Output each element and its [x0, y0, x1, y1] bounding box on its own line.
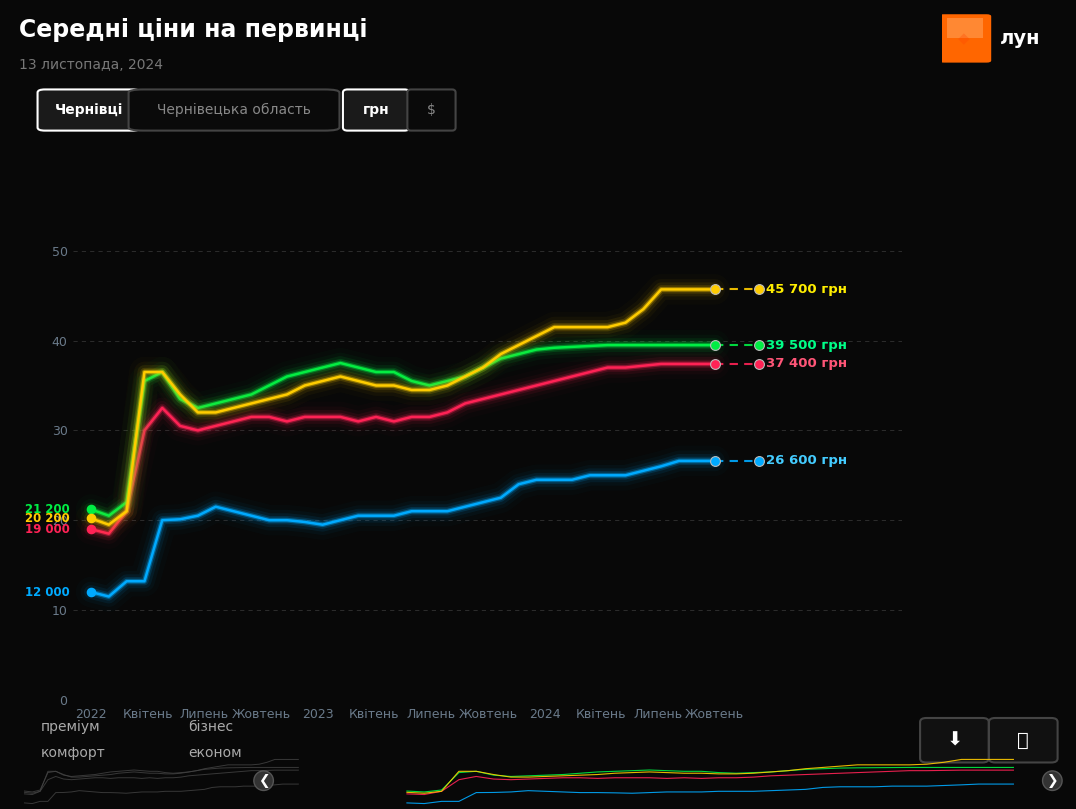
Text: 37 400 грн: 37 400 грн: [766, 358, 848, 371]
Text: лун: лун: [1001, 29, 1040, 48]
Point: [706, 339, 723, 352]
Text: 🔗: 🔗: [1018, 731, 1029, 750]
Text: 19 000: 19 000: [25, 523, 70, 536]
FancyBboxPatch shape: [38, 90, 140, 130]
Point: [706, 455, 723, 468]
Point: [751, 358, 768, 371]
Text: комфорт: комфорт: [41, 746, 105, 760]
Text: 13 листопада, 2024: 13 листопада, 2024: [19, 58, 164, 72]
Text: ◆: ◆: [959, 31, 969, 46]
Point: [751, 339, 768, 352]
FancyBboxPatch shape: [920, 718, 989, 762]
Text: 45 700 грн: 45 700 грн: [766, 283, 847, 296]
Text: грн: грн: [363, 103, 390, 117]
Text: Середні ціни на первинці: Середні ціни на первинці: [19, 18, 368, 42]
Text: 26 600 грн: 26 600 грн: [766, 455, 848, 468]
Text: економ: економ: [188, 746, 242, 760]
Text: 12 000: 12 000: [25, 586, 70, 599]
Point: [83, 523, 100, 536]
Text: 20 200: 20 200: [25, 512, 70, 525]
FancyBboxPatch shape: [947, 19, 983, 38]
Point: [751, 455, 768, 468]
Point: [83, 512, 100, 525]
Text: ❮: ❮: [258, 773, 269, 788]
Point: [83, 586, 100, 599]
Text: Чернівецька область: Чернівецька область: [157, 103, 311, 117]
Text: преміум: преміум: [41, 720, 100, 735]
FancyBboxPatch shape: [989, 718, 1058, 762]
FancyBboxPatch shape: [939, 15, 991, 62]
Text: бізнес: бізнес: [188, 720, 233, 735]
Point: [751, 283, 768, 296]
Text: ⬇: ⬇: [946, 731, 963, 750]
FancyBboxPatch shape: [408, 90, 455, 130]
Point: [706, 283, 723, 296]
Point: [83, 503, 100, 516]
FancyBboxPatch shape: [129, 90, 339, 130]
FancyBboxPatch shape: [343, 90, 409, 130]
Text: Чернівці: Чернівці: [55, 103, 123, 117]
Text: $: $: [427, 103, 436, 117]
Text: ❯: ❯: [1047, 773, 1058, 788]
Text: 21 200: 21 200: [25, 503, 70, 516]
Text: 39 500 грн: 39 500 грн: [766, 339, 847, 352]
Point: [706, 358, 723, 371]
